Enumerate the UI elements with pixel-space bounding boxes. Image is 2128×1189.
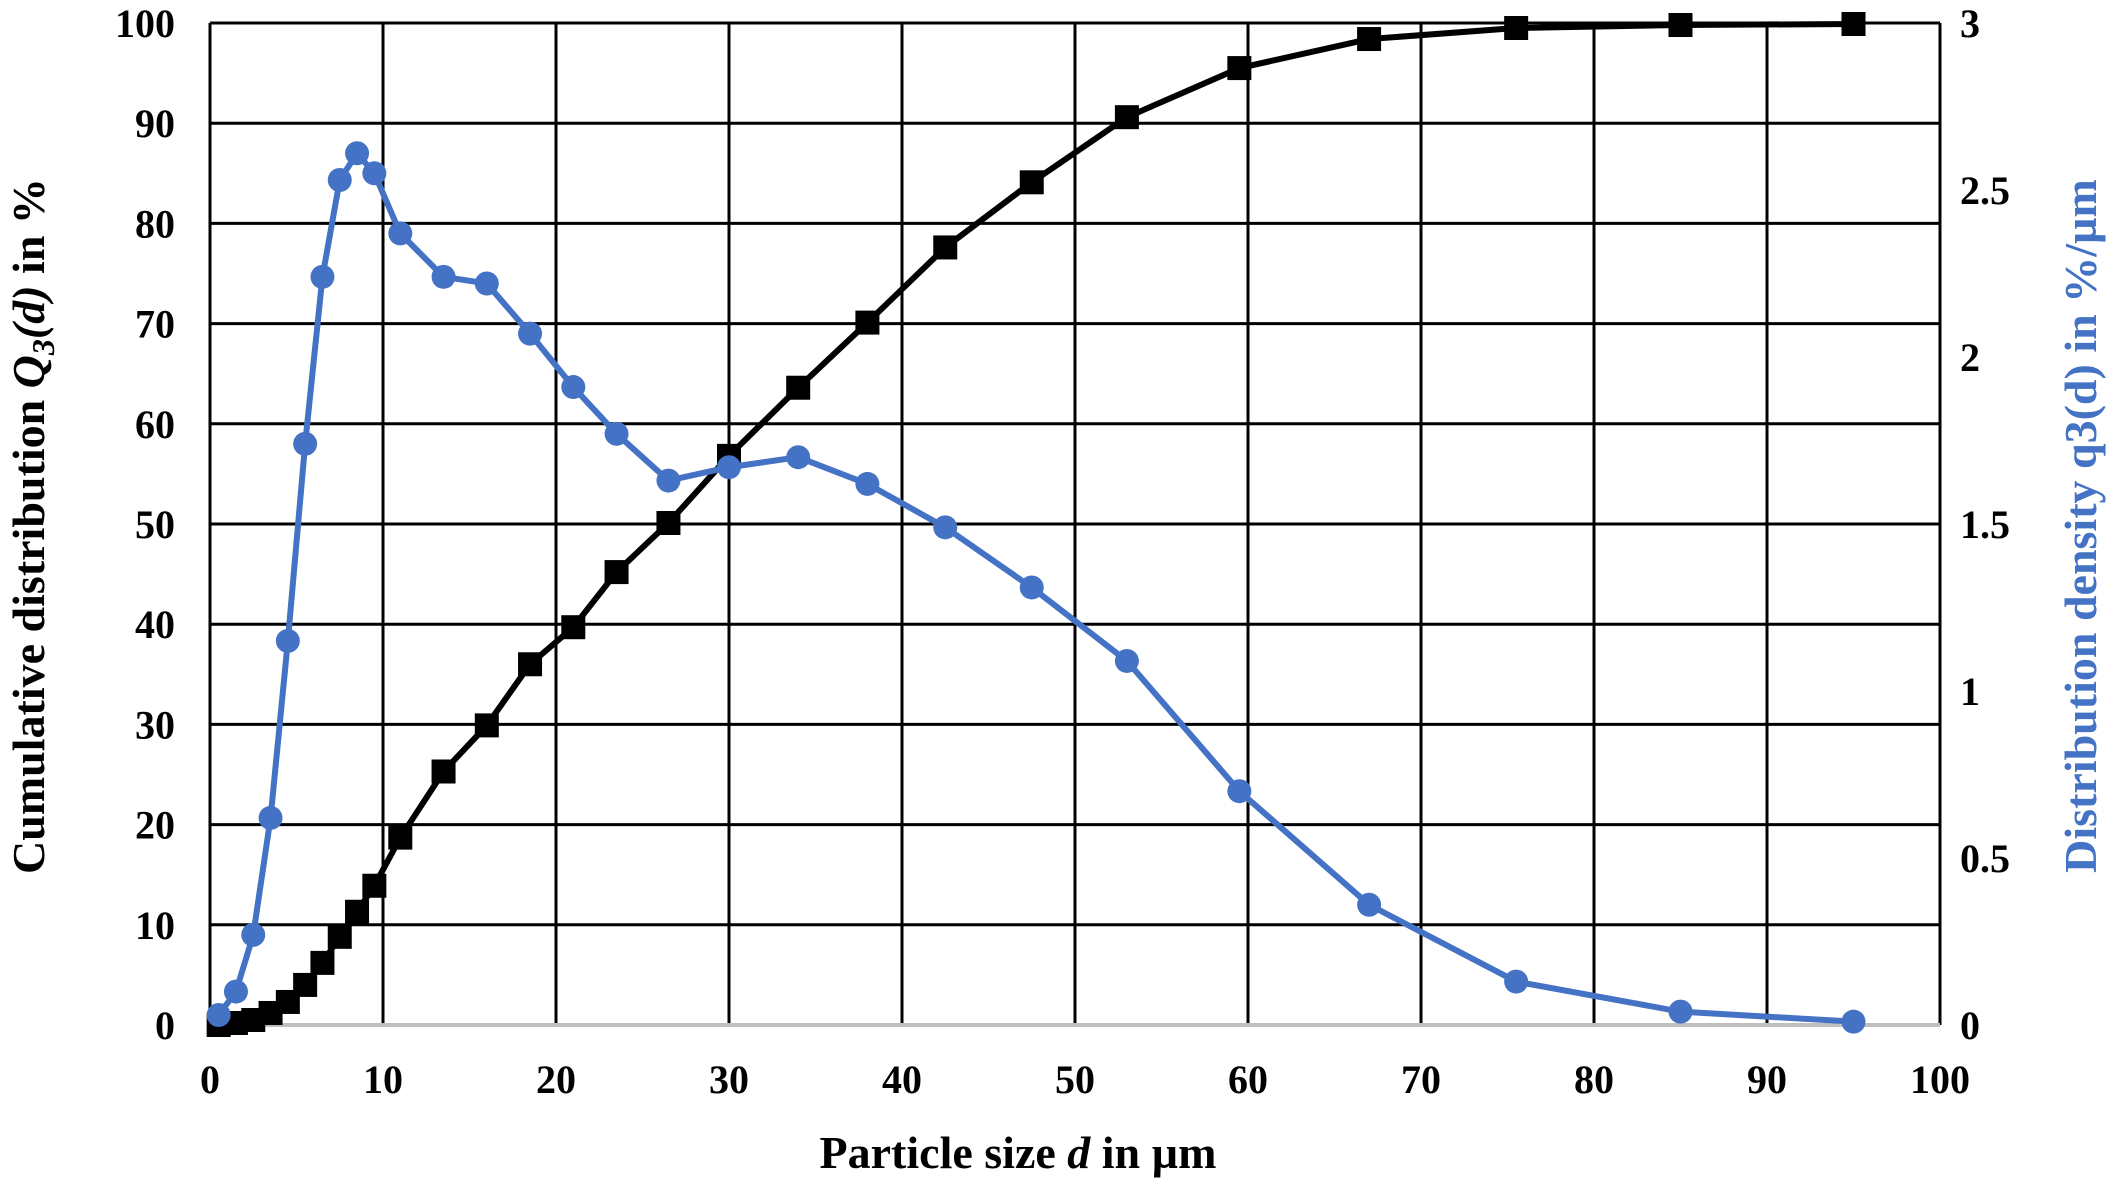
y-right-tick-label: 0.5 — [1960, 836, 2010, 881]
data-point-circle — [786, 445, 811, 470]
data-point-circle — [241, 922, 266, 947]
data-point-square — [604, 560, 629, 585]
data-point-circle — [1227, 779, 1252, 804]
x-tick-label: 100 — [1910, 1057, 1970, 1102]
y-right-tick-label: 1 — [1960, 669, 1980, 714]
data-point-circle — [362, 161, 387, 186]
data-point-square — [933, 235, 958, 260]
x-axis-ticks: 0 10 20 30 40 50 60 70 80 90 100 — [200, 1057, 1970, 1102]
data-point-circle — [1019, 575, 1044, 600]
y-right-tick-label: 2 — [1960, 335, 1980, 380]
data-point-square — [518, 652, 543, 677]
data-point-circle — [717, 455, 741, 480]
data-point-square — [1668, 13, 1693, 38]
y-left-tick-label: 50 — [135, 502, 175, 547]
data-point-square — [474, 713, 499, 738]
data-point-square — [1019, 170, 1044, 195]
y-left-axis-title-sub: 3 — [25, 339, 61, 356]
y-left-tick-label: 20 — [135, 803, 175, 848]
y-left-tick-label: 10 — [135, 903, 175, 948]
data-point-square — [1227, 56, 1252, 81]
data-point-square — [561, 615, 586, 640]
data-point-circle — [345, 141, 370, 166]
y-right-tick-label: 1.5 — [1960, 502, 2010, 547]
data-point-circle — [388, 221, 413, 246]
y-left-tick-label: 60 — [135, 402, 175, 447]
series-line — [216, 150, 1854, 1025]
data-point-circle — [275, 628, 300, 653]
data-point-square — [1357, 27, 1382, 52]
data-point-square — [786, 375, 811, 400]
right-axis-ticks: 0 0.5 1 1.5 2 2.5 3 — [1960, 1, 2010, 1048]
data-point-circle — [1841, 1009, 1866, 1034]
y-right-tick-label: 3 — [1960, 1, 1980, 46]
data-point-circle — [431, 264, 456, 289]
x-tick-label: 20 — [536, 1057, 576, 1102]
y-left-axis-title: Cumulative distribution Q3(d) in % — [3, 178, 61, 874]
data-point-circle — [518, 321, 543, 346]
data-point-circle — [933, 515, 958, 540]
series-distribution-density — [206, 141, 1866, 1034]
data-point-circle — [293, 431, 318, 456]
x-tick-label: 50 — [1055, 1057, 1095, 1102]
y-left-axis-title-var: Q — [3, 355, 54, 388]
data-point-circle — [656, 468, 681, 493]
y-left-tick-label: 100 — [115, 1, 175, 46]
y-right-tick-label: 0 — [1960, 1003, 1980, 1048]
data-point-circle — [604, 421, 629, 446]
y-left-axis-title-post: in % — [3, 178, 54, 285]
left-axis-ticks: 0 10 20 30 40 50 60 70 80 90 100 — [115, 1, 175, 1048]
y-left-tick-label: 40 — [135, 602, 175, 647]
y-left-axis-title-pre: Cumulative distribution — [3, 388, 54, 874]
data-point-square — [1841, 12, 1866, 37]
data-point-square — [656, 510, 681, 535]
data-point-square — [388, 825, 413, 850]
x-axis-title-var: d — [1067, 1127, 1091, 1178]
data-point-square — [345, 899, 370, 924]
data-point-circle — [1504, 969, 1529, 994]
data-point-circle — [474, 271, 499, 296]
data-point-square — [293, 972, 318, 997]
data-point-circle — [1357, 892, 1382, 917]
x-tick-label: 60 — [1228, 1057, 1268, 1102]
y-right-axis-title: Distribution density q3(d) in %/µm — [2055, 179, 2106, 873]
x-axis-title: Particle size d in µm — [820, 1127, 1217, 1178]
data-point-circle — [1114, 648, 1139, 673]
data-point-circle — [1668, 999, 1693, 1024]
x-tick-label: 30 — [709, 1057, 749, 1102]
y-left-tick-label: 90 — [135, 101, 175, 146]
y-left-tick-label: 70 — [135, 302, 175, 347]
y-left-tick-label: 30 — [135, 702, 175, 747]
data-point-square — [1504, 16, 1529, 41]
data-point-circle — [327, 167, 352, 192]
x-axis-title-post: in µm — [1090, 1127, 1216, 1178]
x-tick-label: 0 — [200, 1057, 220, 1102]
y-left-tick-label: 0 — [155, 1003, 175, 1048]
data-point-square — [327, 924, 352, 949]
y-right-tick-label: 2.5 — [1960, 168, 2010, 213]
data-point-square — [431, 759, 456, 784]
data-point-square — [855, 310, 880, 335]
data-point-circle — [855, 471, 880, 496]
data-point-circle — [258, 805, 283, 830]
x-tick-label: 70 — [1401, 1057, 1441, 1102]
x-tick-label: 40 — [882, 1057, 922, 1102]
data-point-circle — [223, 979, 248, 1004]
y-left-tick-label: 80 — [135, 201, 175, 246]
grid — [208, 21, 1942, 1027]
data-point-square — [310, 950, 335, 975]
x-axis-title-pre: Particle size — [820, 1127, 1068, 1178]
data-point-square — [1114, 105, 1139, 130]
data-point-circle — [561, 375, 586, 400]
x-tick-label: 10 — [363, 1057, 403, 1102]
x-tick-label: 80 — [1574, 1057, 1614, 1102]
x-tick-label: 90 — [1747, 1057, 1787, 1102]
data-point-circle — [310, 264, 335, 289]
data-point-circle — [206, 1002, 231, 1027]
y-left-axis-title-arg: (d) — [3, 285, 54, 339]
data-point-square — [362, 873, 387, 898]
